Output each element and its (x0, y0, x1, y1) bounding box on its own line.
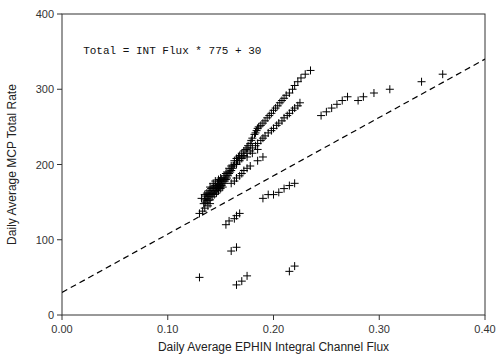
x-tick (273, 315, 274, 320)
scatter-point (259, 153, 267, 161)
scatter-point (333, 100, 341, 108)
scatter-point (301, 70, 309, 78)
scatter-point (344, 93, 352, 101)
scatter-point (278, 97, 286, 105)
scatter-point (296, 99, 304, 107)
scatter-point (354, 97, 362, 105)
scatter-point (248, 149, 256, 157)
scatter-point (204, 202, 212, 210)
scatter-point (253, 127, 261, 135)
scatter-point (338, 97, 346, 105)
fit-line (62, 59, 485, 292)
y-tick-label: 0 (48, 309, 54, 321)
y-tick (57, 315, 62, 316)
scatter-point (285, 267, 293, 275)
data-group (62, 59, 485, 292)
scatter-point (418, 78, 426, 86)
scatter-point (386, 85, 394, 93)
scatter-point (243, 153, 251, 161)
axes: 0.00 0.10 0.20 0.30 0.40 0 100 200 300 400 (36, 8, 496, 335)
scatter-point (265, 112, 273, 120)
scatter-point (272, 104, 280, 112)
scatter-point (254, 157, 262, 165)
scatter-point (243, 272, 251, 280)
scatter-point (257, 121, 265, 129)
y-tick (57, 89, 62, 90)
scatter-point (246, 162, 254, 170)
scatter-point (276, 99, 284, 107)
x-tick-label: 0.10 (157, 323, 178, 335)
y-tick (57, 239, 62, 240)
x-tick-label: 0.20 (263, 323, 284, 335)
chart-svg: 0.00 0.10 0.20 0.30 0.40 0 100 200 300 400 Daily A… (0, 0, 501, 361)
scatter-point (232, 243, 240, 251)
scatter-point (255, 123, 263, 131)
scatter-point (289, 106, 297, 114)
scatter-point (273, 121, 281, 129)
scatter-point (275, 188, 283, 196)
scatter-point (317, 112, 325, 120)
y-tick-label: 300 (36, 83, 54, 95)
scatter-point (252, 142, 260, 150)
scatter-point (322, 108, 330, 116)
scatter-point (236, 157, 244, 165)
annotation: Total = INT Flux * 775 + 30 (83, 45, 261, 57)
y-axis-label: Daily Average MCP Total Rate (5, 84, 19, 245)
x-axis-label: Daily Average EPHIN Integral Channel Flu… (158, 340, 389, 354)
chart-container: 0.00 0.10 0.20 0.30 0.40 0 100 200 300 400 Daily A… (0, 0, 501, 361)
scatter-point (370, 89, 378, 97)
scatter-point (297, 74, 305, 82)
scatter-point (285, 182, 293, 190)
scatter-point (242, 145, 250, 153)
scatter-point (439, 70, 447, 78)
x-tick-label: 0.30 (369, 323, 390, 335)
x-tick (167, 315, 168, 320)
scatter-point (359, 93, 367, 101)
scatter-point (328, 104, 336, 112)
y-tick-label: 100 (36, 234, 54, 246)
scatter-point (267, 127, 275, 135)
scatter-point (236, 209, 244, 217)
scatter-point (254, 145, 262, 153)
scatter-point (259, 134, 267, 142)
x-tick (379, 315, 380, 320)
scatter-point (283, 112, 291, 120)
scatter-point (307, 66, 315, 74)
scatter-point (257, 136, 265, 144)
x-tick (485, 315, 486, 320)
scatter-point (232, 281, 240, 289)
scatter-point (259, 194, 267, 202)
scatter-point (225, 217, 233, 225)
scatter-point (227, 247, 235, 255)
x-tick-label: 0.00 (51, 323, 72, 335)
scatter-point (289, 85, 297, 93)
y-tick-label: 200 (36, 159, 54, 171)
y-tick (57, 14, 62, 15)
scatter-point (206, 200, 214, 208)
background (0, 0, 501, 361)
scatter-point (238, 277, 246, 285)
x-tick (62, 315, 63, 320)
scatter-point (291, 179, 299, 187)
scatter-point (270, 106, 278, 114)
plot-frame (62, 14, 485, 315)
scatter-points (195, 66, 446, 288)
scatter-point (259, 119, 267, 127)
scatter-point (264, 191, 272, 199)
scatter-point (291, 262, 299, 270)
y-tick (57, 164, 62, 165)
x-tick-label: 0.40 (474, 323, 495, 335)
scatter-point (195, 273, 203, 281)
scatter-point (263, 114, 271, 122)
y-tick-label: 400 (36, 8, 54, 20)
scatter-point (236, 172, 244, 180)
scatter-point (228, 164, 236, 172)
